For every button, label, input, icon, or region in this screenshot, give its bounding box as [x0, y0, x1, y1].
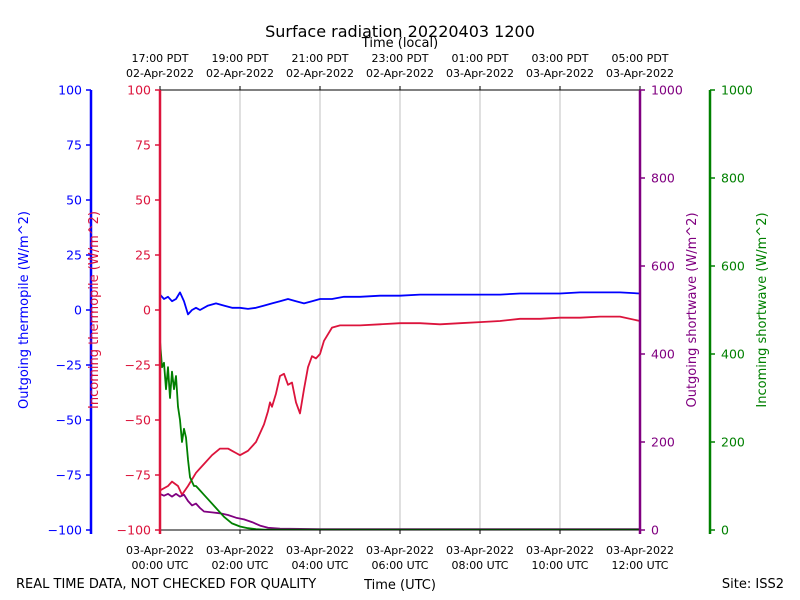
- top-tick-date-label: 03-Apr-2022: [526, 67, 594, 80]
- top-tick-time-label: 03:00 PDT: [531, 52, 588, 65]
- incoming-shortwave-tick-label: 400: [721, 347, 745, 362]
- series-incoming-thermopile: [159, 315, 641, 496]
- x-tick-date-label: 03-Apr-2022: [606, 544, 674, 557]
- top-axis-label: Time (local): [361, 36, 438, 51]
- x-tick-date-label: 03-Apr-2022: [366, 544, 434, 557]
- incoming-shortwave-tick-label: 200: [721, 435, 745, 450]
- x-tick-date-label: 03-Apr-2022: [526, 544, 594, 557]
- outgoing-shortwave-axis: 0 200 400 600 800 1000 Outgoing shortwave (W/m…: [638, 83, 700, 538]
- x-tick-date-label: 03-Apr-2022: [206, 544, 274, 557]
- top-tick-date-label: 02-Apr-2022: [206, 67, 274, 80]
- x-tick-time-label: 02:00 UTC: [211, 559, 268, 572]
- outgoing-thermopile-label: Outgoing thermopile (W/m^2): [17, 211, 32, 409]
- incoming-thermopile-label: Incoming thermopile (W/m^2): [87, 211, 102, 409]
- incoming-shortwave-tick-label: 0: [721, 523, 729, 538]
- top-tick-time-label: 05:00 PDT: [611, 52, 668, 65]
- incoming-thermopile-tick-label: −50: [125, 413, 151, 428]
- top-tick-time-label: 17:00 PDT: [131, 52, 188, 65]
- incoming-thermopile-axis: −100 −75 −50 −25 0 25 50 75 100 Incoming thermopi…: [87, 83, 162, 538]
- outgoing-thermopile-tick-label: −75: [56, 468, 82, 483]
- top-tick-time-label: 23:00 PDT: [371, 52, 428, 65]
- incoming-thermopile-tick-label: 75: [135, 138, 151, 153]
- outgoing-shortwave-label: Outgoing shortwave (W/m^2): [685, 212, 700, 407]
- x-tick-time-label: 04:00 UTC: [291, 559, 348, 572]
- top-tick-time-label: 19:00 PDT: [211, 52, 268, 65]
- outgoing-thermopile-tick-label: 25: [66, 248, 82, 263]
- top-tick-date-label: 02-Apr-2022: [126, 67, 194, 80]
- incoming-shortwave-label: Incoming shortwave (W/m^2): [755, 212, 770, 407]
- incoming-shortwave-tick-label: 600: [721, 259, 745, 274]
- x-tick-time-label: 10:00 UTC: [531, 559, 588, 572]
- chart-title: Surface radiation 20220403 1200: [265, 22, 535, 41]
- x-tick-time-label: 00:00 UTC: [131, 559, 188, 572]
- top-tick-date-label: 02-Apr-2022: [286, 67, 354, 80]
- outgoing-shortwave-tick-label: 1000: [651, 83, 683, 98]
- top-tick-time-label: 21:00 PDT: [291, 52, 348, 65]
- incoming-thermopile-tick-label: −75: [125, 468, 151, 483]
- incoming-shortwave-tick-label: 800: [721, 171, 745, 186]
- outgoing-thermopile-tick-label: 75: [66, 138, 82, 153]
- top-tick-date-label: 03-Apr-2022: [446, 67, 514, 80]
- outgoing-thermopile-tick-label: −25: [56, 358, 82, 373]
- site-label: Site: ISS2: [722, 577, 784, 592]
- outgoing-thermopile-axis: −100 −75 −50 −25 0 25 50 75 100 Outgoing thermopi…: [17, 83, 93, 538]
- x-ticks-utc: 03-Apr-2022 00:00 UTC 03-Apr-2022 02:00 UTC…: [126, 530, 674, 572]
- incoming-thermopile-tick-label: −25: [125, 358, 151, 373]
- series-outgoing-thermopile: [159, 291, 641, 316]
- incoming-shortwave-tick-label: 1000: [721, 83, 753, 98]
- outgoing-shortwave-tick-label: 600: [651, 259, 675, 274]
- x-tick-time-label: 08:00 UTC: [451, 559, 508, 572]
- x-tick-date-label: 03-Apr-2022: [126, 544, 194, 557]
- vertical-gridlines: [239, 90, 561, 530]
- outgoing-shortwave-tick-label: 0: [651, 523, 659, 538]
- outgoing-shortwave-tick-label: 400: [651, 347, 675, 362]
- x-ticks-local: 17:00 PDT 02-Apr-2022 19:00 PDT 02-Apr-2022…: [126, 52, 674, 90]
- outgoing-shortwave-tick-label: 200: [651, 435, 675, 450]
- outgoing-thermopile-tick-label: 50: [66, 193, 82, 208]
- top-tick-time-label: 01:00 PDT: [451, 52, 508, 65]
- incoming-shortwave-axis: 0 200 400 600 800 1000 Incoming shortwave (W/m…: [708, 83, 770, 538]
- incoming-thermopile-tick-label: −100: [117, 523, 151, 538]
- incoming-thermopile-tick-label: 50: [135, 193, 151, 208]
- top-tick-date-label: 03-Apr-2022: [606, 67, 674, 80]
- outgoing-thermopile-tick-label: −50: [56, 413, 82, 428]
- outgoing-thermopile-tick-label: 0: [74, 303, 82, 318]
- incoming-thermopile-tick-label: 25: [135, 248, 151, 263]
- incoming-thermopile-tick-label: 100: [127, 83, 151, 98]
- x-tick-time-label: 06:00 UTC: [371, 559, 428, 572]
- outgoing-thermopile-tick-label: −100: [48, 523, 82, 538]
- incoming-thermopile-tick-label: 0: [143, 303, 151, 318]
- x-tick-time-label: 12:00 UTC: [611, 559, 668, 572]
- x-tick-date-label: 03-Apr-2022: [446, 544, 514, 557]
- outgoing-thermopile-tick-label: 100: [58, 83, 82, 98]
- x-tick-date-label: 03-Apr-2022: [286, 544, 354, 557]
- x-axis-label: Time (UTC): [363, 578, 436, 593]
- top-tick-date-label: 02-Apr-2022: [366, 67, 434, 80]
- outgoing-shortwave-tick-label: 800: [651, 171, 675, 186]
- quality-disclaimer: REAL TIME DATA, NOT CHECKED FOR QUALITY: [16, 577, 316, 592]
